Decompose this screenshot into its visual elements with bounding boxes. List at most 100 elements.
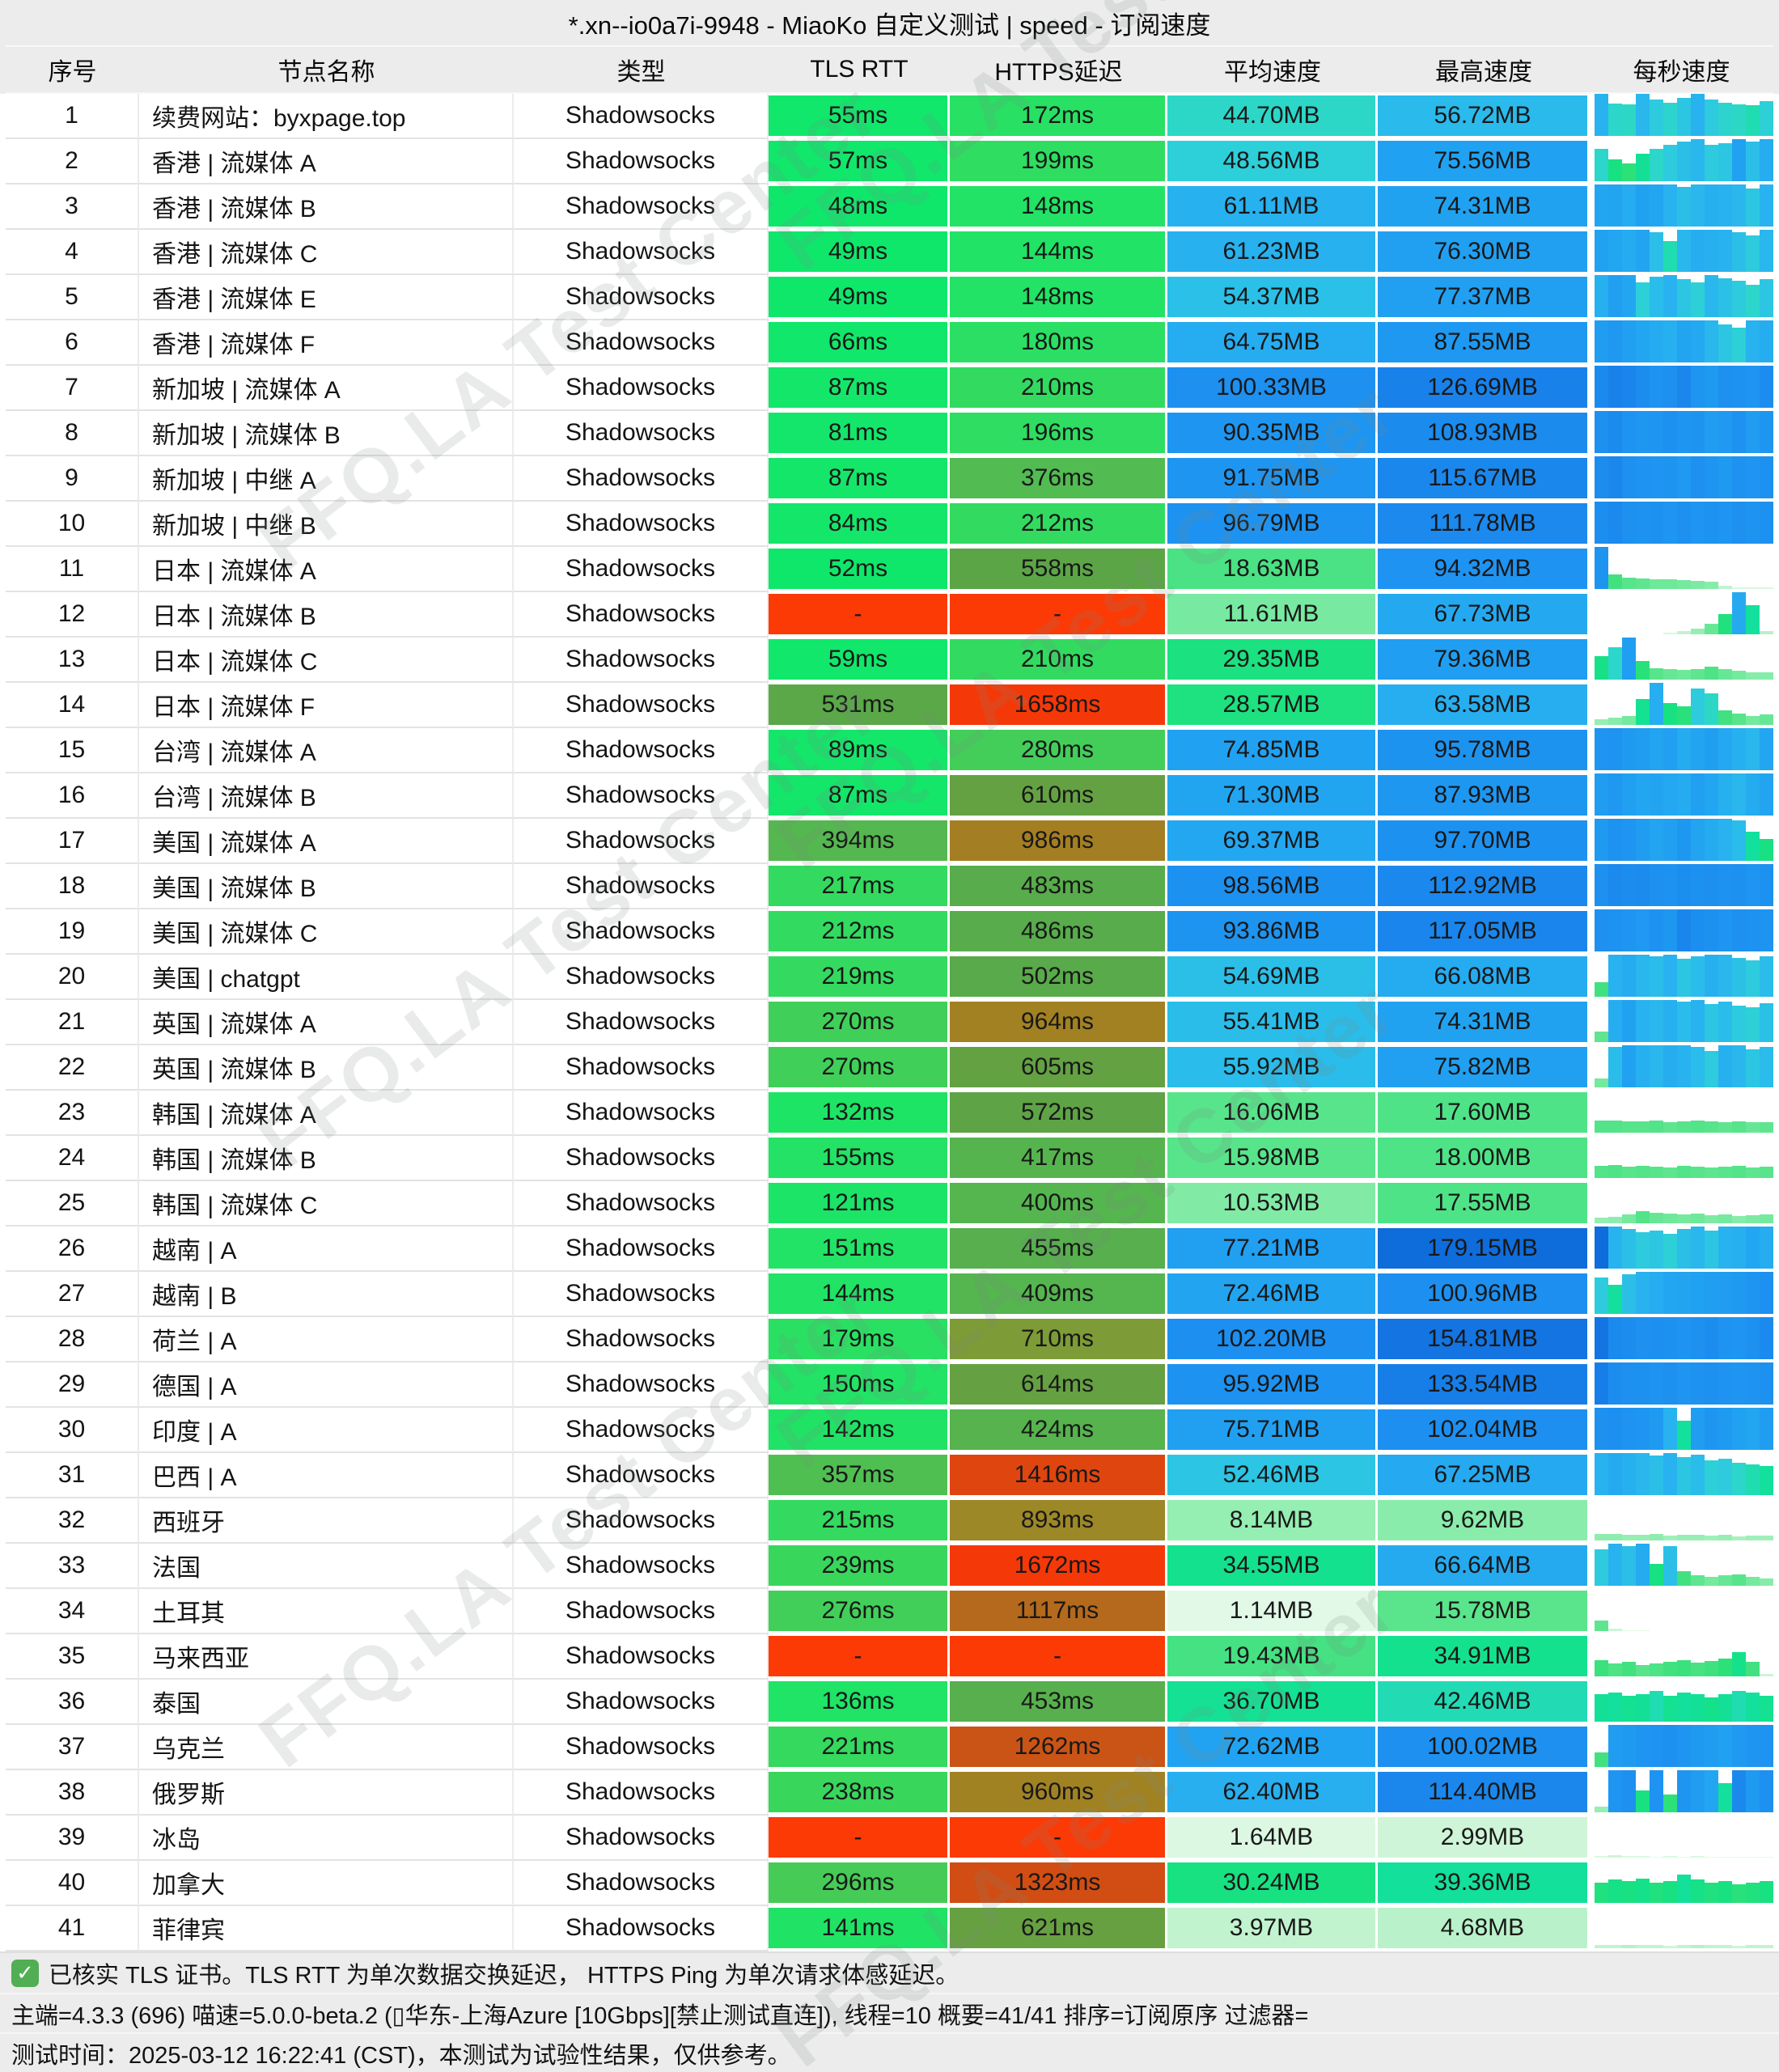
cell-tls-rtt: 239ms [769, 1544, 950, 1589]
speed-bar [1691, 366, 1705, 408]
speed-bar [1732, 502, 1746, 544]
per-second-speed-chart [1595, 1227, 1773, 1269]
cell-https-ping: 1323ms [950, 1861, 1167, 1906]
cell-protocol-type: Shadowsocks [514, 1408, 769, 1453]
speed-bar [1595, 728, 1608, 770]
speed-bar [1705, 100, 1718, 136]
table-row: 5 香港 | 流媒体 E Shadowsocks 49ms 148ms 54.37MB 77… [6, 275, 1773, 320]
cell-tls-rtt: 89ms [769, 728, 950, 773]
speed-bar [1691, 1362, 1705, 1405]
speed-bar [1732, 231, 1746, 272]
speed-bar [1746, 1856, 1760, 1858]
speed-bar [1732, 864, 1746, 906]
speed-bar [1608, 819, 1622, 861]
cell-https-ping: 621ms [950, 1906, 1167, 1951]
speed-bar [1595, 1882, 1608, 1903]
cell-max-speed-value: 75.56MB [1378, 141, 1587, 181]
cell-protocol-type: Shadowsocks [514, 502, 769, 547]
cell-tls-rtt-value: - [769, 1636, 947, 1676]
cell-https-ping: 1117ms [950, 1589, 1167, 1634]
cell-tls-rtt: 394ms [769, 819, 950, 864]
cell-avg-speed-value: 54.37MB [1167, 277, 1375, 317]
speed-bar [1760, 773, 1773, 816]
speed-bar [1677, 1317, 1691, 1359]
speed-bar [1718, 1317, 1732, 1359]
speed-bar [1760, 1466, 1773, 1495]
cell-tls-rtt-value: 59ms [769, 639, 947, 680]
cell-avg-speed-value: 100.33MB [1167, 367, 1375, 408]
speed-bar [1705, 230, 1718, 272]
speed-bar [1705, 1770, 1718, 1812]
speed-bar [1691, 819, 1705, 861]
cell-speed-per-second [1590, 1000, 1773, 1045]
cell-speed-per-second [1590, 456, 1773, 502]
speed-bar [1650, 579, 1663, 589]
cell-avg-speed: 44.70MB [1167, 94, 1378, 139]
speed-bar [1677, 909, 1691, 951]
speed-bar [1595, 1120, 1608, 1133]
speed-bar [1663, 819, 1677, 861]
speed-bar [1650, 231, 1663, 272]
speed-bar [1760, 672, 1773, 680]
cell-https-ping-value: 144ms [950, 231, 1165, 272]
speed-bar [1650, 148, 1663, 181]
speed-bar [1760, 1046, 1773, 1087]
window-title: *.xn--io0a7i-9948 - MiaoKo 自定义测试 | speed… [0, 0, 1779, 45]
speed-bar [1622, 456, 1636, 498]
per-second-speed-chart [1595, 1181, 1773, 1223]
cell-tls-rtt-value: 276ms [769, 1591, 947, 1631]
speed-bar [1636, 1362, 1650, 1405]
cell-avg-speed-value: 61.23MB [1167, 231, 1375, 272]
speed-bar [1636, 456, 1650, 498]
table-body: 1 续费网站：byxpage.top Shadowsocks 55ms 172ms 44.… [0, 94, 1779, 1951]
speed-bar [1636, 578, 1650, 589]
speed-bar [1746, 1535, 1760, 1540]
cell-https-ping-value: 1117ms [950, 1591, 1165, 1631]
cell-https-ping: - [950, 592, 1167, 638]
speed-bar [1636, 230, 1650, 272]
cell-tls-rtt: 217ms [769, 864, 950, 909]
cell-max-speed-value: 97.70MB [1378, 820, 1587, 861]
cell-protocol-type: Shadowsocks [514, 275, 769, 320]
speed-bar [1718, 1121, 1732, 1133]
cell-max-speed-value: 154.81MB [1378, 1319, 1587, 1359]
cell-max-speed: 108.93MB [1378, 411, 1590, 456]
cell-https-ping: - [950, 1816, 1167, 1861]
cell-tls-rtt-value: - [769, 594, 947, 634]
speed-bar [1746, 672, 1760, 680]
speed-bar [1760, 1227, 1773, 1269]
speed-bar [1746, 1945, 1760, 1948]
speed-bar [1663, 1881, 1677, 1903]
cell-speed-per-second [1590, 184, 1773, 230]
speed-bar [1663, 1362, 1677, 1405]
cell-tls-rtt: 270ms [769, 1045, 950, 1091]
cell-tls-rtt: 357ms [769, 1453, 950, 1498]
speed-bar [1691, 628, 1705, 634]
speed-bar [1705, 1856, 1718, 1858]
speed-bar [1718, 1856, 1732, 1858]
speed-bar [1595, 1945, 1608, 1948]
cell-tls-rtt-value: 48ms [769, 186, 947, 227]
cell-index: 33 [6, 1544, 139, 1589]
speed-bar [1663, 1408, 1677, 1450]
speed-bar [1677, 186, 1691, 227]
speed-bar [1650, 1856, 1663, 1858]
cell-max-speed-value: 108.93MB [1378, 413, 1587, 453]
speed-bar [1608, 718, 1622, 725]
speed-bar [1636, 864, 1650, 906]
cell-tls-rtt-value: 81ms [769, 413, 947, 453]
speed-bar [1650, 1317, 1663, 1359]
speed-bar [1677, 773, 1691, 816]
speed-bar [1622, 728, 1636, 770]
speed-bar [1746, 502, 1760, 544]
per-second-speed-chart [1595, 139, 1773, 181]
cell-protocol-type: Shadowsocks [514, 230, 769, 275]
speed-bar [1595, 1660, 1608, 1676]
cell-index: 9 [6, 456, 139, 502]
cell-max-speed: 66.64MB [1378, 1544, 1590, 1589]
cell-speed-per-second [1590, 94, 1773, 139]
cell-avg-speed: 90.35MB [1167, 411, 1378, 456]
cell-protocol-type: Shadowsocks [514, 456, 769, 502]
speed-bar [1732, 1216, 1746, 1223]
table-row: 21 英国 | 流媒体 A Shadowsocks 270ms 964ms 55.41MB… [6, 1000, 1773, 1045]
